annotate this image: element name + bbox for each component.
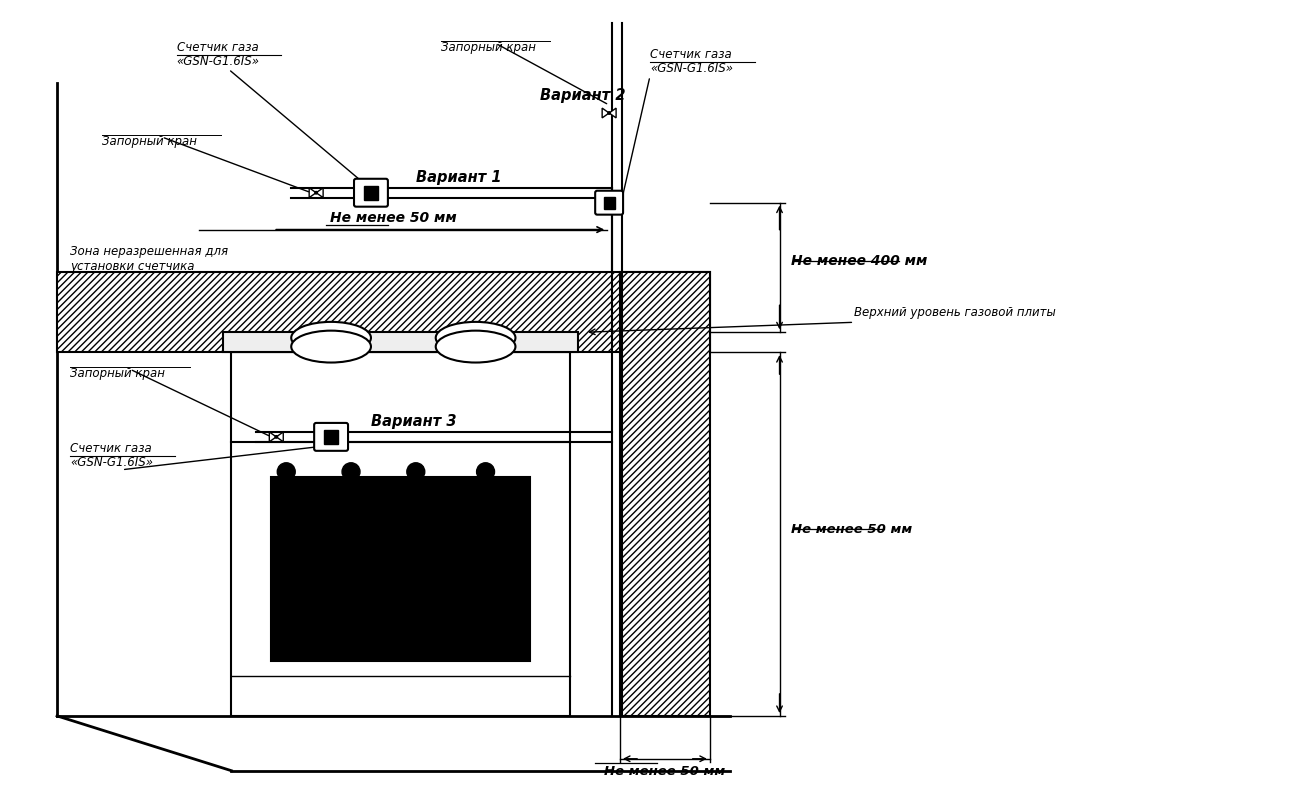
- Bar: [231, 352, 570, 716]
- Bar: [224, 332, 579, 352]
- Text: Вариант 3: Вариант 3: [371, 414, 456, 429]
- Text: Вариант 1: Вариант 1: [416, 170, 501, 184]
- Circle shape: [477, 463, 495, 480]
- Circle shape: [607, 111, 610, 114]
- Ellipse shape: [291, 330, 371, 363]
- Polygon shape: [309, 188, 317, 197]
- Ellipse shape: [435, 322, 516, 354]
- Text: Не менее 50 мм: Не менее 50 мм: [792, 523, 912, 536]
- Bar: [271, 476, 531, 661]
- Text: Не менее 50 мм: Не менее 50 мм: [605, 765, 726, 778]
- Text: Счетчик газа: Счетчик газа: [70, 442, 151, 455]
- Circle shape: [407, 463, 425, 480]
- Bar: [57, 273, 709, 352]
- Polygon shape: [602, 108, 609, 118]
- Text: «GSN-G1.6IS»: «GSN-G1.6IS»: [650, 63, 733, 75]
- Circle shape: [315, 192, 318, 194]
- Text: Счетчик газа: Счетчик газа: [650, 48, 731, 61]
- Polygon shape: [317, 188, 323, 197]
- Text: Не менее 50 мм: Не менее 50 мм: [329, 211, 456, 225]
- Text: «GSN-G1.6IS»: «GSN-G1.6IS»: [70, 456, 152, 469]
- Text: Запорный кран: Запорный кран: [441, 41, 536, 55]
- Text: Зона неразрешенная для: Зона неразрешенная для: [70, 245, 229, 257]
- Polygon shape: [609, 108, 616, 118]
- Polygon shape: [276, 432, 283, 442]
- Text: Вариант 2: Вариант 2: [540, 88, 625, 103]
- Ellipse shape: [291, 322, 371, 354]
- Text: Не менее 400 мм: Не менее 400 мм: [792, 254, 928, 269]
- Text: «GSN-G1.6IS»: «GSN-G1.6IS»: [177, 55, 260, 68]
- Circle shape: [278, 463, 295, 480]
- FancyBboxPatch shape: [354, 179, 388, 207]
- Ellipse shape: [435, 330, 516, 363]
- Bar: [620, 273, 709, 716]
- Bar: [364, 185, 377, 200]
- Polygon shape: [269, 432, 276, 442]
- Circle shape: [342, 463, 360, 480]
- Text: Верхний уровень газовой плиты: Верхний уровень газовой плиты: [854, 306, 1056, 319]
- FancyBboxPatch shape: [596, 191, 623, 215]
- Circle shape: [275, 435, 278, 438]
- Text: Счетчик газа: Счетчик газа: [177, 41, 258, 55]
- Bar: [603, 196, 615, 209]
- Text: Запорный кран: Запорный кран: [102, 135, 196, 148]
- FancyBboxPatch shape: [314, 423, 348, 451]
- Bar: [324, 430, 337, 444]
- Text: установки счетчика: установки счетчика: [70, 261, 195, 273]
- Text: Запорный кран: Запорный кран: [70, 367, 165, 380]
